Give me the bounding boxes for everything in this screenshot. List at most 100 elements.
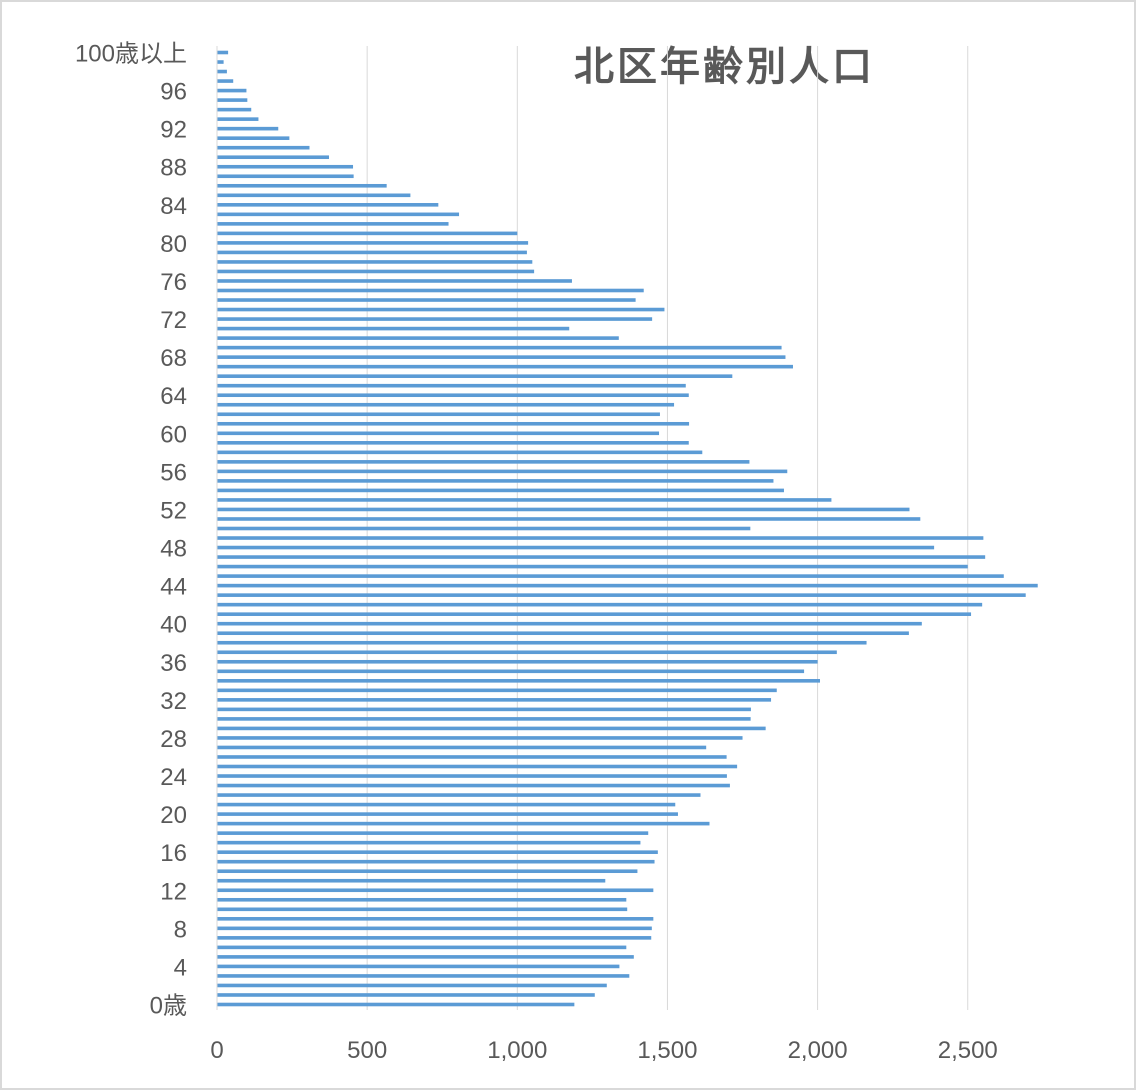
bar-age-93: [217, 117, 259, 121]
x-tick-label: 500: [347, 1037, 387, 1064]
bar-age-92: [217, 126, 279, 131]
bar-age-100: [217, 50, 229, 55]
bar-age-30: [217, 717, 751, 721]
y-tick-label: 12: [160, 878, 187, 905]
bar-age-44: [217, 583, 1038, 588]
bar-age-97: [217, 79, 234, 83]
bar-age-66: [217, 374, 733, 378]
bar-age-17: [217, 840, 641, 845]
y-tick-label: 44: [160, 574, 187, 601]
y-tick-label: 40: [160, 612, 187, 639]
chart-title: 北区年齢別人口: [574, 44, 875, 90]
bar-age-76: [217, 279, 572, 283]
bar-age-70: [217, 336, 619, 340]
bar-age-65: [217, 383, 686, 388]
bar-age-35: [217, 669, 805, 674]
bar-age-71: [217, 326, 570, 331]
bar-age-95: [217, 98, 248, 102]
bar-age-36: [217, 659, 818, 664]
x-tick-label: 1,500: [637, 1037, 697, 1064]
x-tick-label: 2,500: [938, 1037, 998, 1064]
bar-age-4: [217, 964, 620, 969]
bar-age-7: [217, 936, 652, 940]
bar-age-11: [217, 897, 627, 902]
bar-age-74: [217, 298, 636, 302]
bar-age-39: [217, 631, 909, 636]
bar-age-91: [217, 136, 290, 140]
bar-age-59: [217, 441, 689, 445]
bar-age-37: [217, 650, 837, 655]
bar-age-94: [217, 107, 252, 112]
bar-age-78: [217, 260, 533, 264]
y-tick-label: 88: [160, 155, 187, 182]
bar-age-56: [217, 469, 788, 474]
bar-age-96: [217, 88, 247, 93]
bar-age-67: [217, 364, 793, 369]
bar-age-79: [217, 250, 527, 255]
bar-age-83: [217, 212, 460, 217]
y-tick-label: 24: [160, 764, 187, 791]
bar-age-14: [217, 869, 638, 874]
bar-age-87: [217, 174, 354, 179]
bar-age-6: [217, 945, 627, 950]
y-tick-label: 76: [160, 269, 187, 296]
bar-age-29: [217, 726, 766, 731]
y-tick-label: 64: [160, 383, 187, 410]
bar-age-43: [217, 593, 1026, 597]
bar-age-46: [217, 564, 968, 569]
x-tick-label: 0: [210, 1037, 223, 1064]
bar-age-27: [217, 745, 707, 750]
y-tick-label: 80: [160, 231, 187, 258]
bar-age-0: [217, 1002, 575, 1007]
bars: [217, 50, 1038, 1007]
bar-age-99: [217, 60, 224, 64]
bar-age-22: [217, 793, 701, 797]
y-tick-label: 20: [160, 802, 187, 829]
bar-age-82: [217, 222, 449, 226]
bar-age-13: [217, 878, 606, 883]
y-tick-label: 72: [160, 307, 187, 334]
bar-age-1: [217, 993, 595, 997]
bar-age-86: [217, 183, 387, 188]
bar-age-85: [217, 193, 411, 198]
bar-age-68: [217, 355, 786, 359]
bar-age-64: [217, 393, 689, 398]
bar-age-58: [217, 450, 703, 455]
bar-age-61: [217, 421, 690, 426]
y-tick-label: 32: [160, 688, 187, 715]
bar-age-47: [217, 555, 986, 559]
bar-age-84: [217, 203, 439, 207]
y-axis: 0歳48121620242832364044485256606468727680…: [75, 41, 218, 1020]
bar-age-49: [217, 536, 984, 540]
bar-age-12: [217, 888, 654, 893]
bar-age-55: [217, 479, 774, 483]
bar-age-51: [217, 517, 921, 521]
bar-age-23: [217, 783, 730, 788]
bar-age-34: [217, 679, 821, 683]
bar-age-42: [217, 602, 983, 607]
bar-age-53: [217, 498, 832, 502]
y-tick-label: 16: [160, 840, 187, 867]
bar-age-98: [217, 69, 227, 74]
y-tick-label: 4: [174, 954, 187, 981]
bar-age-16: [217, 850, 658, 854]
y-tick-label: 56: [160, 459, 187, 486]
y-tick-label: 68: [160, 345, 187, 372]
y-tick-label: 92: [160, 117, 187, 144]
bar-age-8: [217, 926, 652, 931]
y-tick-label: 8: [174, 916, 187, 943]
bar-age-24: [217, 774, 727, 778]
bar-age-75: [217, 288, 644, 293]
bar-age-3: [217, 974, 630, 978]
bar-age-60: [217, 431, 660, 436]
bar-age-72: [217, 317, 653, 321]
bar-age-52: [217, 507, 910, 512]
y-tick-label: 0歳: [150, 993, 187, 1020]
bar-age-54: [217, 488, 784, 493]
bar-age-15: [217, 859, 655, 864]
bar-age-41: [217, 612, 972, 616]
bar-age-2: [217, 983, 607, 988]
bar-age-38: [217, 640, 867, 645]
bar-age-81: [217, 231, 518, 236]
bar-age-90: [217, 145, 310, 150]
